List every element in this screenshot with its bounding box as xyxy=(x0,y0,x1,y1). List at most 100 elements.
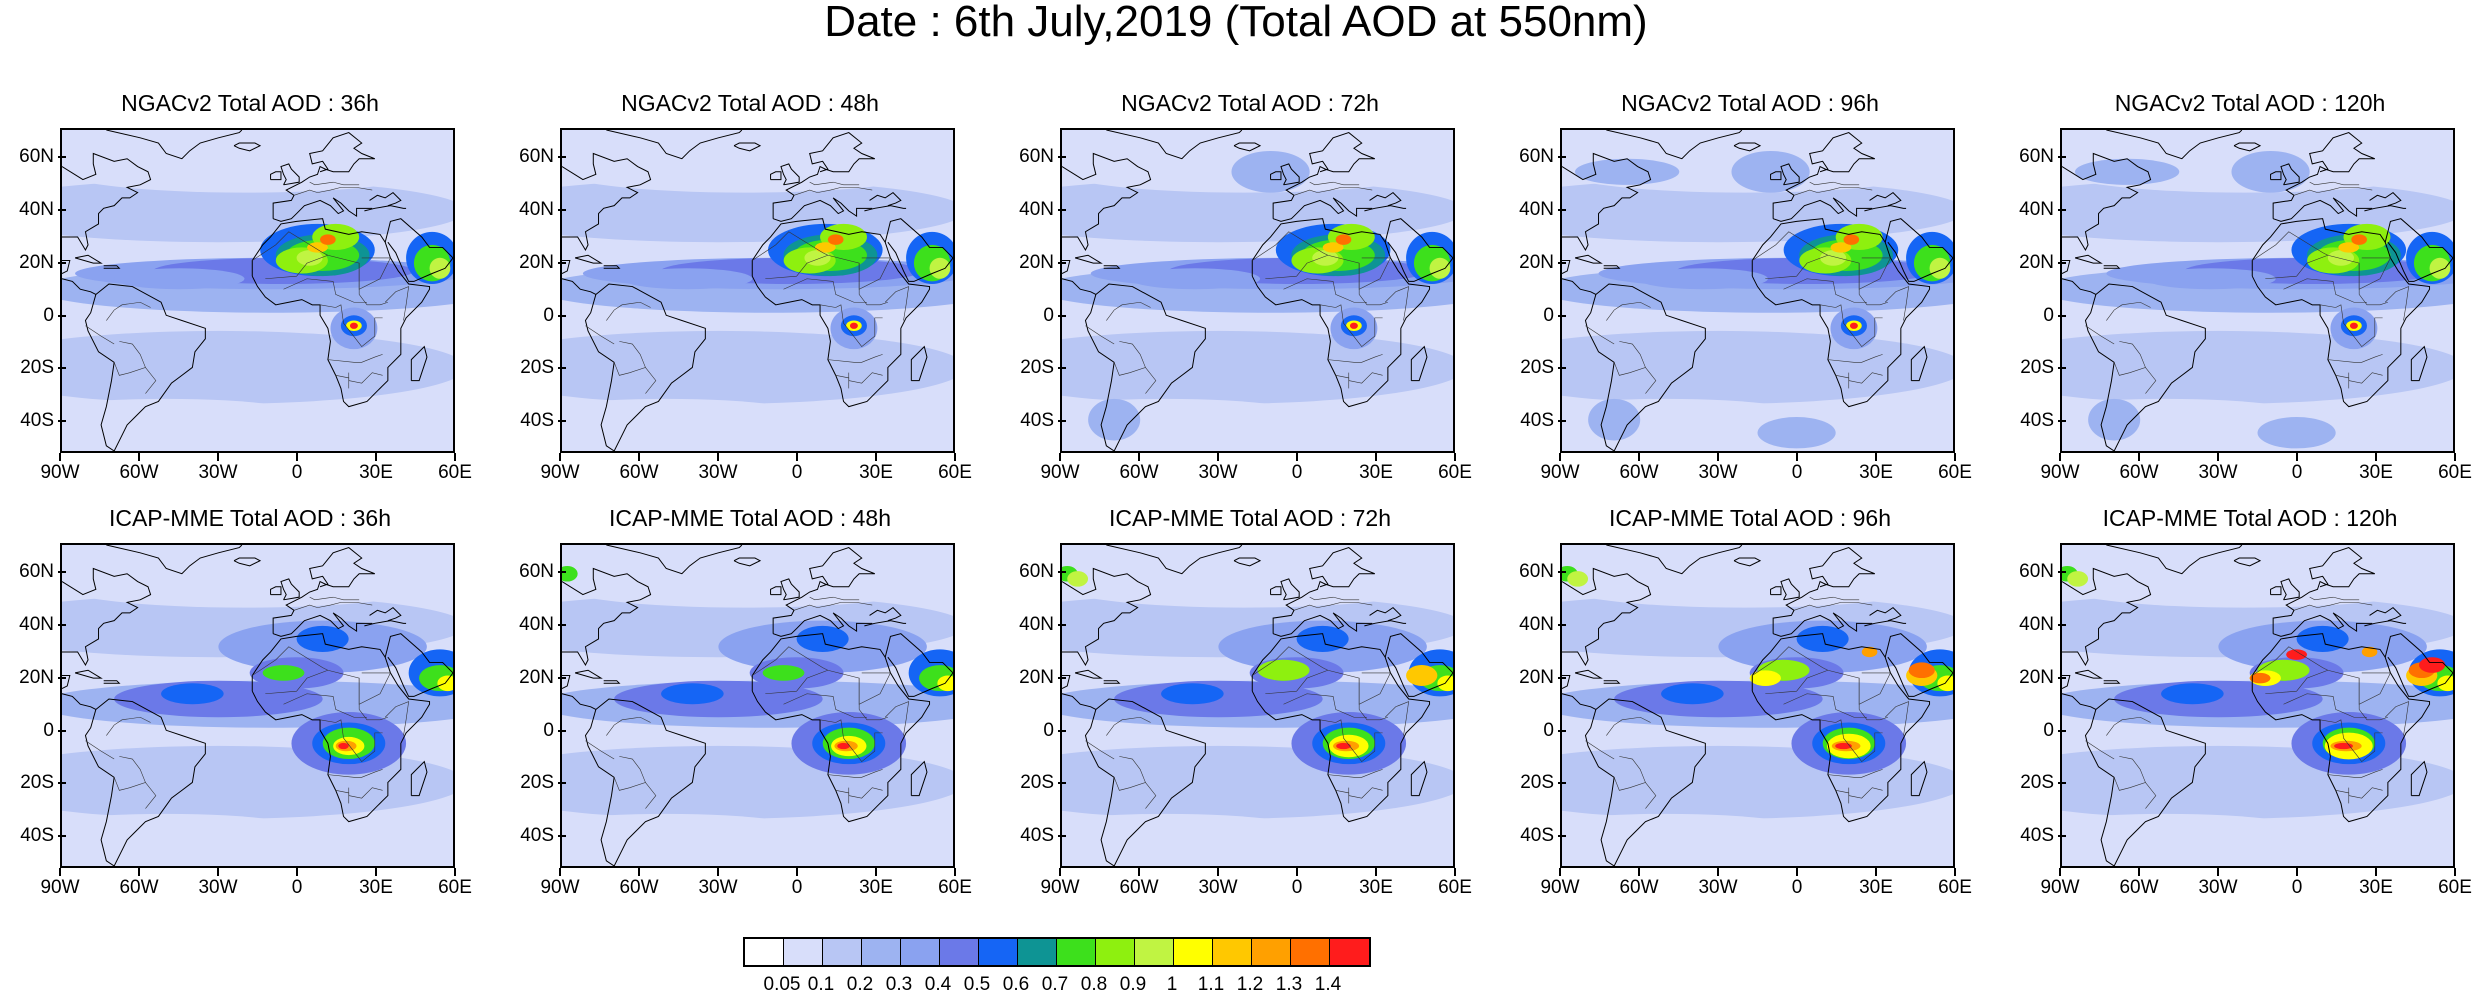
coastline xyxy=(1772,197,1873,222)
aod-contour xyxy=(2088,398,2141,441)
latitude-tick-label: 40N xyxy=(2019,198,2066,220)
latitude-tick-label: 60N xyxy=(519,561,566,583)
latitude-tick-label: 0 xyxy=(1043,304,1066,326)
country-border xyxy=(2384,286,2410,321)
coastline xyxy=(1233,142,1262,152)
coastline xyxy=(562,567,652,667)
coastline xyxy=(1772,132,1875,219)
country-border xyxy=(283,693,367,718)
aod-contour xyxy=(562,150,927,193)
country-border xyxy=(1358,257,1391,290)
aod-map xyxy=(1060,543,1455,868)
coastline xyxy=(780,163,800,186)
longitude-tick-label: 30E xyxy=(2346,868,2406,898)
aod-contour xyxy=(1562,565,1927,608)
coastline xyxy=(1074,254,1103,264)
country-border xyxy=(1585,325,1615,345)
aod-contour xyxy=(1088,398,1141,441)
aod-contour xyxy=(262,665,305,681)
coastline xyxy=(574,254,603,264)
coastline xyxy=(2106,130,2243,160)
aod-contour xyxy=(1861,646,1878,658)
map-panel: ICAP-MME Total AOD : 48h 60N 40N 20N 0 20S 40S… xyxy=(500,505,1000,905)
aod-contour xyxy=(1718,821,1953,859)
longitude-tick-label: 90W xyxy=(1530,453,1590,483)
aod-contour xyxy=(1849,322,1858,329)
longitude-tick-label: 60E xyxy=(1425,453,1485,483)
aod-contour xyxy=(1588,398,1641,441)
aod-contour xyxy=(1562,330,1953,404)
latitude-tick-label: 20S xyxy=(1520,357,1566,379)
coastline xyxy=(1733,557,1762,567)
latitude-tick-label: 0 xyxy=(543,304,566,326)
country-border xyxy=(1858,672,1891,705)
panel-title: NGACv2 Total AOD : 36h xyxy=(121,90,379,116)
coastline xyxy=(2410,760,2428,797)
country-border xyxy=(2265,254,2328,280)
coastline xyxy=(2062,693,2097,710)
colorbar-swatch xyxy=(1096,939,1135,965)
country-border xyxy=(2085,740,2115,760)
coastline xyxy=(584,698,706,866)
panel-title: ICAP-MME Total AOD : 36h xyxy=(108,505,392,531)
coastline xyxy=(2272,197,2373,222)
longitude-tick-label: 30W xyxy=(1688,868,1748,898)
country-border xyxy=(1293,187,1373,196)
coastline xyxy=(884,633,953,697)
coastline xyxy=(1103,680,1121,684)
latitude-tick-label: 40N xyxy=(519,613,566,635)
coastline xyxy=(106,130,243,160)
colorbar-label: 0.9 xyxy=(1119,974,1147,995)
panel-title: NGACv2 Total AOD : 72h xyxy=(1121,90,1379,116)
country-border xyxy=(2327,354,2383,363)
country-border xyxy=(1809,596,1860,601)
coastline xyxy=(1272,547,1375,634)
latitude-tick-label: 20S xyxy=(1520,772,1566,794)
panel-title: NGACv2 Total AOD : 96h xyxy=(1621,90,1879,116)
coastline xyxy=(364,205,407,212)
coastline xyxy=(1606,130,1743,160)
latitude-tick-label: 60N xyxy=(19,561,66,583)
coastline xyxy=(1562,693,1597,710)
coastline xyxy=(603,680,621,684)
aod-contour xyxy=(2062,565,2427,608)
longitude-tick-label: 90W xyxy=(530,868,590,898)
aod-field xyxy=(1562,130,1953,451)
latitude-tick-label: 40S xyxy=(1020,825,1066,847)
country-border xyxy=(752,231,888,306)
aod-contour xyxy=(1830,242,1852,253)
country-border xyxy=(85,325,115,345)
aod-map xyxy=(60,128,455,453)
coastline xyxy=(770,171,782,181)
latitude-tick-label: 60N xyxy=(1519,146,1566,168)
aod-contour xyxy=(1749,670,1781,686)
colorbar-label: 0.5 xyxy=(963,974,991,995)
aod-contour xyxy=(2334,742,2353,750)
coastline xyxy=(2106,545,2243,575)
aod-contour xyxy=(1908,662,1935,679)
aod-contour xyxy=(2218,821,2453,859)
country-border xyxy=(606,716,651,736)
aod-contour xyxy=(349,322,358,329)
coastline xyxy=(1369,191,1402,207)
country-border xyxy=(1384,286,1410,321)
coastline xyxy=(2384,633,2453,697)
latitude-tick-label: 20N xyxy=(1519,251,1566,273)
map-panel: NGACv2 Total AOD : 36h 60N 40N 20N 0 20S 40S 90… xyxy=(0,90,500,490)
coastline xyxy=(562,278,597,295)
latitude-tick-label: 20S xyxy=(1020,772,1066,794)
longitude-tick-label: 0 xyxy=(2267,453,2327,483)
country-border xyxy=(1265,669,1328,695)
longitude-tick-label: 60E xyxy=(1925,868,1985,898)
aod-contour xyxy=(1661,683,1724,705)
panel-title: ICAP-MME Total AOD : 96h xyxy=(1608,505,1892,531)
colorbar-label: 0.1 xyxy=(807,974,835,995)
latitude-tick-label: 40S xyxy=(2020,825,2066,847)
coastline xyxy=(1562,674,1571,689)
latitude-tick-label: 40N xyxy=(19,198,66,220)
coastline xyxy=(1780,578,1800,601)
coastline xyxy=(1364,620,1407,627)
country-border xyxy=(1585,740,1615,760)
coastline xyxy=(2280,163,2300,186)
aod-contour xyxy=(1429,257,1451,279)
